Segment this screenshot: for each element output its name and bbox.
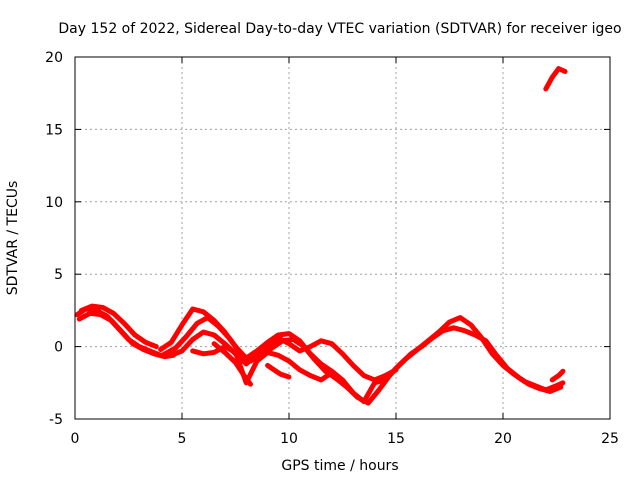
- series-line-2: [76, 310, 176, 360]
- y-axis-label: SDTVAR / TECUs: [5, 181, 21, 296]
- y-tick-label-4: 15: [45, 122, 63, 138]
- series-line-10: [543, 66, 568, 92]
- data-series: [74, 66, 568, 406]
- x-axis-label: GPS time / hours: [281, 458, 398, 474]
- chart-title: Day 152 of 2022, Sidereal Day-to-day VTE…: [58, 21, 621, 37]
- x-tick-label-5: 25: [601, 431, 619, 447]
- series-line-5: [162, 315, 564, 406]
- series-line-7: [190, 344, 335, 386]
- y-tick-label-3: 10: [45, 195, 63, 211]
- x-tick-label-2: 10: [280, 431, 298, 447]
- x-tick-label-1: 5: [178, 431, 187, 447]
- y-tick-label-1: 0: [54, 340, 63, 356]
- series-line-9: [265, 362, 292, 380]
- x-tick-label-0: 0: [71, 431, 80, 447]
- grid-lines: [75, 57, 610, 419]
- series-line-3: [78, 303, 159, 350]
- x-tick-label-3: 15: [387, 431, 405, 447]
- y-tick-label-0: -5: [49, 412, 63, 428]
- series-line-11: [549, 368, 566, 383]
- series-line-6: [168, 329, 399, 383]
- plot-frame: [74, 56, 611, 420]
- axis-ticks: 0 5 10 15 20 25 -5 0 5 10 15 20: [45, 50, 619, 447]
- y-tick-label-5: 20: [45, 50, 63, 66]
- series-line-8: [211, 341, 253, 387]
- y-tick-label-2: 5: [54, 267, 63, 283]
- x-tick-label-4: 20: [494, 431, 512, 447]
